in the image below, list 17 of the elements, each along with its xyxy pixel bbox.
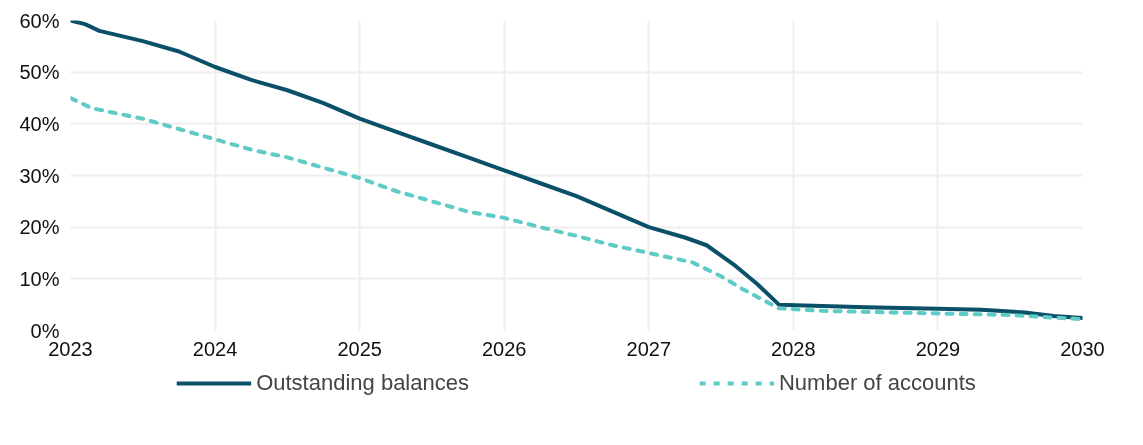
x-tick-label: 2030: [1060, 337, 1105, 360]
y-tick-label: 10%: [19, 267, 60, 290]
line-series: [70, 96, 1083, 322]
y-tick-label: 50%: [19, 61, 60, 84]
line-series: [70, 20, 1083, 321]
x-tick-label: 2028: [771, 337, 816, 360]
legend-label: Number of accounts: [778, 370, 976, 396]
legend-label: Outstanding balances: [256, 370, 469, 396]
y-tick-label: 60%: [19, 9, 60, 32]
x-tick-label: 2026: [481, 337, 527, 360]
x-tick-label: 2029: [915, 337, 961, 360]
x-tick-label: 2025: [337, 337, 382, 360]
y-tick-label: 40%: [19, 112, 60, 135]
y-tick-label: 30%: [19, 164, 60, 187]
y-tick-label: 20%: [19, 216, 60, 239]
x-tick-label: 2027: [626, 337, 672, 360]
x-tick-label: 2024: [192, 337, 238, 360]
